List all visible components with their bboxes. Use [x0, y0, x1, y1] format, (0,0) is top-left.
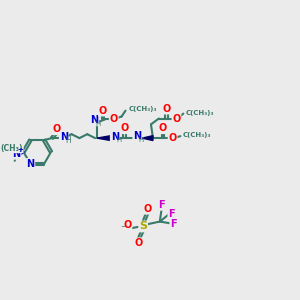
- Text: C(CH₃)₃: C(CH₃)₃: [185, 110, 214, 116]
- Text: O: O: [123, 220, 132, 230]
- Text: O: O: [168, 133, 177, 143]
- Text: C(CH₃)₃: C(CH₃)₃: [128, 106, 157, 112]
- Text: O: O: [53, 124, 61, 134]
- Text: O: O: [172, 113, 181, 124]
- Text: F: F: [158, 200, 165, 210]
- Text: C(CH₃)₃: C(CH₃)₃: [182, 132, 211, 138]
- Text: O: O: [144, 204, 152, 214]
- Text: O: O: [159, 123, 167, 133]
- Text: N: N: [133, 131, 141, 141]
- Text: N: N: [111, 132, 119, 142]
- Text: H: H: [65, 136, 70, 145]
- Polygon shape: [142, 136, 153, 141]
- Polygon shape: [97, 136, 111, 141]
- Text: S: S: [139, 221, 147, 232]
- Text: N: N: [26, 159, 34, 169]
- Text: O: O: [120, 123, 129, 133]
- Text: O: O: [110, 115, 118, 124]
- Text: O: O: [99, 106, 107, 116]
- Text: N: N: [90, 116, 98, 125]
- Text: O: O: [134, 238, 142, 248]
- Text: (CH₃): (CH₃): [1, 143, 23, 152]
- Text: F: F: [168, 209, 175, 219]
- Text: F: F: [170, 218, 177, 229]
- Text: H: H: [95, 122, 101, 128]
- Text: +: +: [18, 147, 23, 153]
- Text: O: O: [163, 104, 171, 114]
- Text: N: N: [13, 149, 21, 159]
- Text: N: N: [60, 132, 68, 142]
- Text: ⁻: ⁻: [120, 224, 125, 234]
- Text: H: H: [139, 137, 144, 143]
- Text: H: H: [116, 137, 121, 143]
